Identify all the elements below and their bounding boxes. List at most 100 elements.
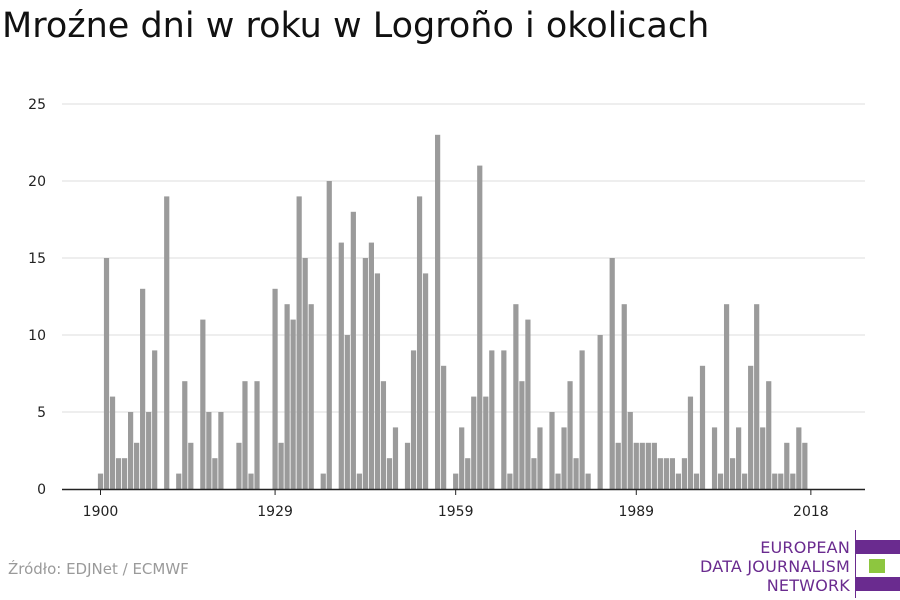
y-tick-label: 0 (37, 482, 46, 498)
gridlines (62, 103, 865, 413)
bar (717, 473, 724, 489)
bar (736, 427, 742, 489)
bar (802, 442, 808, 489)
bar (182, 381, 188, 489)
bar (362, 258, 368, 489)
bar (374, 273, 381, 489)
bar (350, 211, 356, 490)
bar (754, 304, 760, 489)
bar (489, 350, 495, 489)
bar (386, 458, 393, 489)
x-tick-label: 1989 (618, 504, 654, 520)
bar (693, 473, 700, 489)
bar (465, 458, 471, 489)
bar (790, 473, 796, 489)
bar (435, 134, 441, 490)
bar (760, 427, 766, 489)
x-tick-label: 1900 (83, 504, 119, 520)
x-tick-label: 1929 (257, 504, 293, 520)
bar (621, 304, 627, 489)
bar (140, 288, 146, 489)
bar (308, 304, 314, 489)
bar (254, 381, 260, 489)
bar (730, 458, 736, 489)
bar (278, 442, 284, 489)
bar (326, 181, 332, 489)
bar (416, 196, 423, 489)
bar (525, 319, 531, 489)
bar (176, 473, 182, 489)
bar (471, 396, 477, 489)
bar (778, 473, 784, 489)
bar (748, 365, 754, 489)
logo-line-3: NETWORK (766, 576, 850, 595)
bar (633, 442, 639, 489)
bar (380, 381, 387, 489)
bar (651, 442, 657, 489)
bar (585, 473, 591, 489)
bar (555, 473, 561, 489)
bar (410, 350, 417, 489)
x-tick-label: 2018 (793, 504, 829, 520)
bar (687, 396, 694, 489)
bar (615, 442, 621, 489)
bar (164, 196, 170, 489)
bar (772, 473, 778, 489)
bar (212, 458, 218, 489)
bar (284, 304, 290, 489)
y-tick-label: 15 (28, 251, 46, 267)
bar (657, 458, 663, 489)
bar (675, 473, 682, 489)
bar (344, 335, 350, 489)
bar (796, 427, 802, 489)
bar (200, 319, 206, 489)
bar (296, 196, 302, 489)
bar (97, 473, 104, 489)
logo-text: EUROPEAN DATA JOURNALISM NETWORK (700, 538, 850, 595)
x-tick-labels: 1900 1929 1959 1989 2018 (83, 489, 829, 520)
bar (663, 458, 669, 489)
bar (368, 242, 374, 489)
bar (579, 350, 585, 489)
y-tick-label: 5 (37, 405, 46, 421)
bar (218, 412, 224, 489)
y-tick-label: 20 (28, 174, 46, 190)
bar (507, 473, 513, 489)
bar (338, 242, 344, 489)
chart-title: Mroźne dni w roku w Logroño i okolicach (2, 6, 710, 46)
bar (302, 258, 308, 489)
logo-divider (855, 530, 856, 598)
bar (723, 304, 730, 489)
bar (573, 458, 579, 489)
bar (501, 350, 507, 489)
bar (392, 427, 399, 489)
bar (549, 412, 555, 489)
bar (320, 473, 326, 489)
logo-line-2: DATA JOURNALISM (700, 557, 850, 576)
bar (103, 258, 110, 489)
logo-bar-bottom (856, 577, 900, 591)
bar (597, 335, 603, 489)
bar (272, 288, 278, 489)
bar (453, 473, 459, 489)
logo-line-1: EUROPEAN (760, 538, 850, 557)
logo-bar-top (856, 540, 900, 554)
bar (519, 381, 525, 489)
bar (290, 319, 296, 489)
bar (188, 442, 194, 489)
bar (567, 381, 573, 489)
bar (134, 442, 140, 489)
bar (742, 473, 748, 489)
x-tick-label: 1959 (438, 504, 474, 520)
bar (121, 458, 128, 489)
bar (483, 396, 489, 489)
bar (609, 258, 615, 489)
bar (356, 473, 362, 489)
bar (459, 427, 465, 489)
y-tick-labels: 0 5 10 15 20 25 (28, 97, 46, 498)
bar (699, 365, 706, 489)
bar (477, 165, 483, 489)
bar (531, 458, 537, 489)
bar (669, 458, 675, 489)
bar (627, 412, 633, 489)
